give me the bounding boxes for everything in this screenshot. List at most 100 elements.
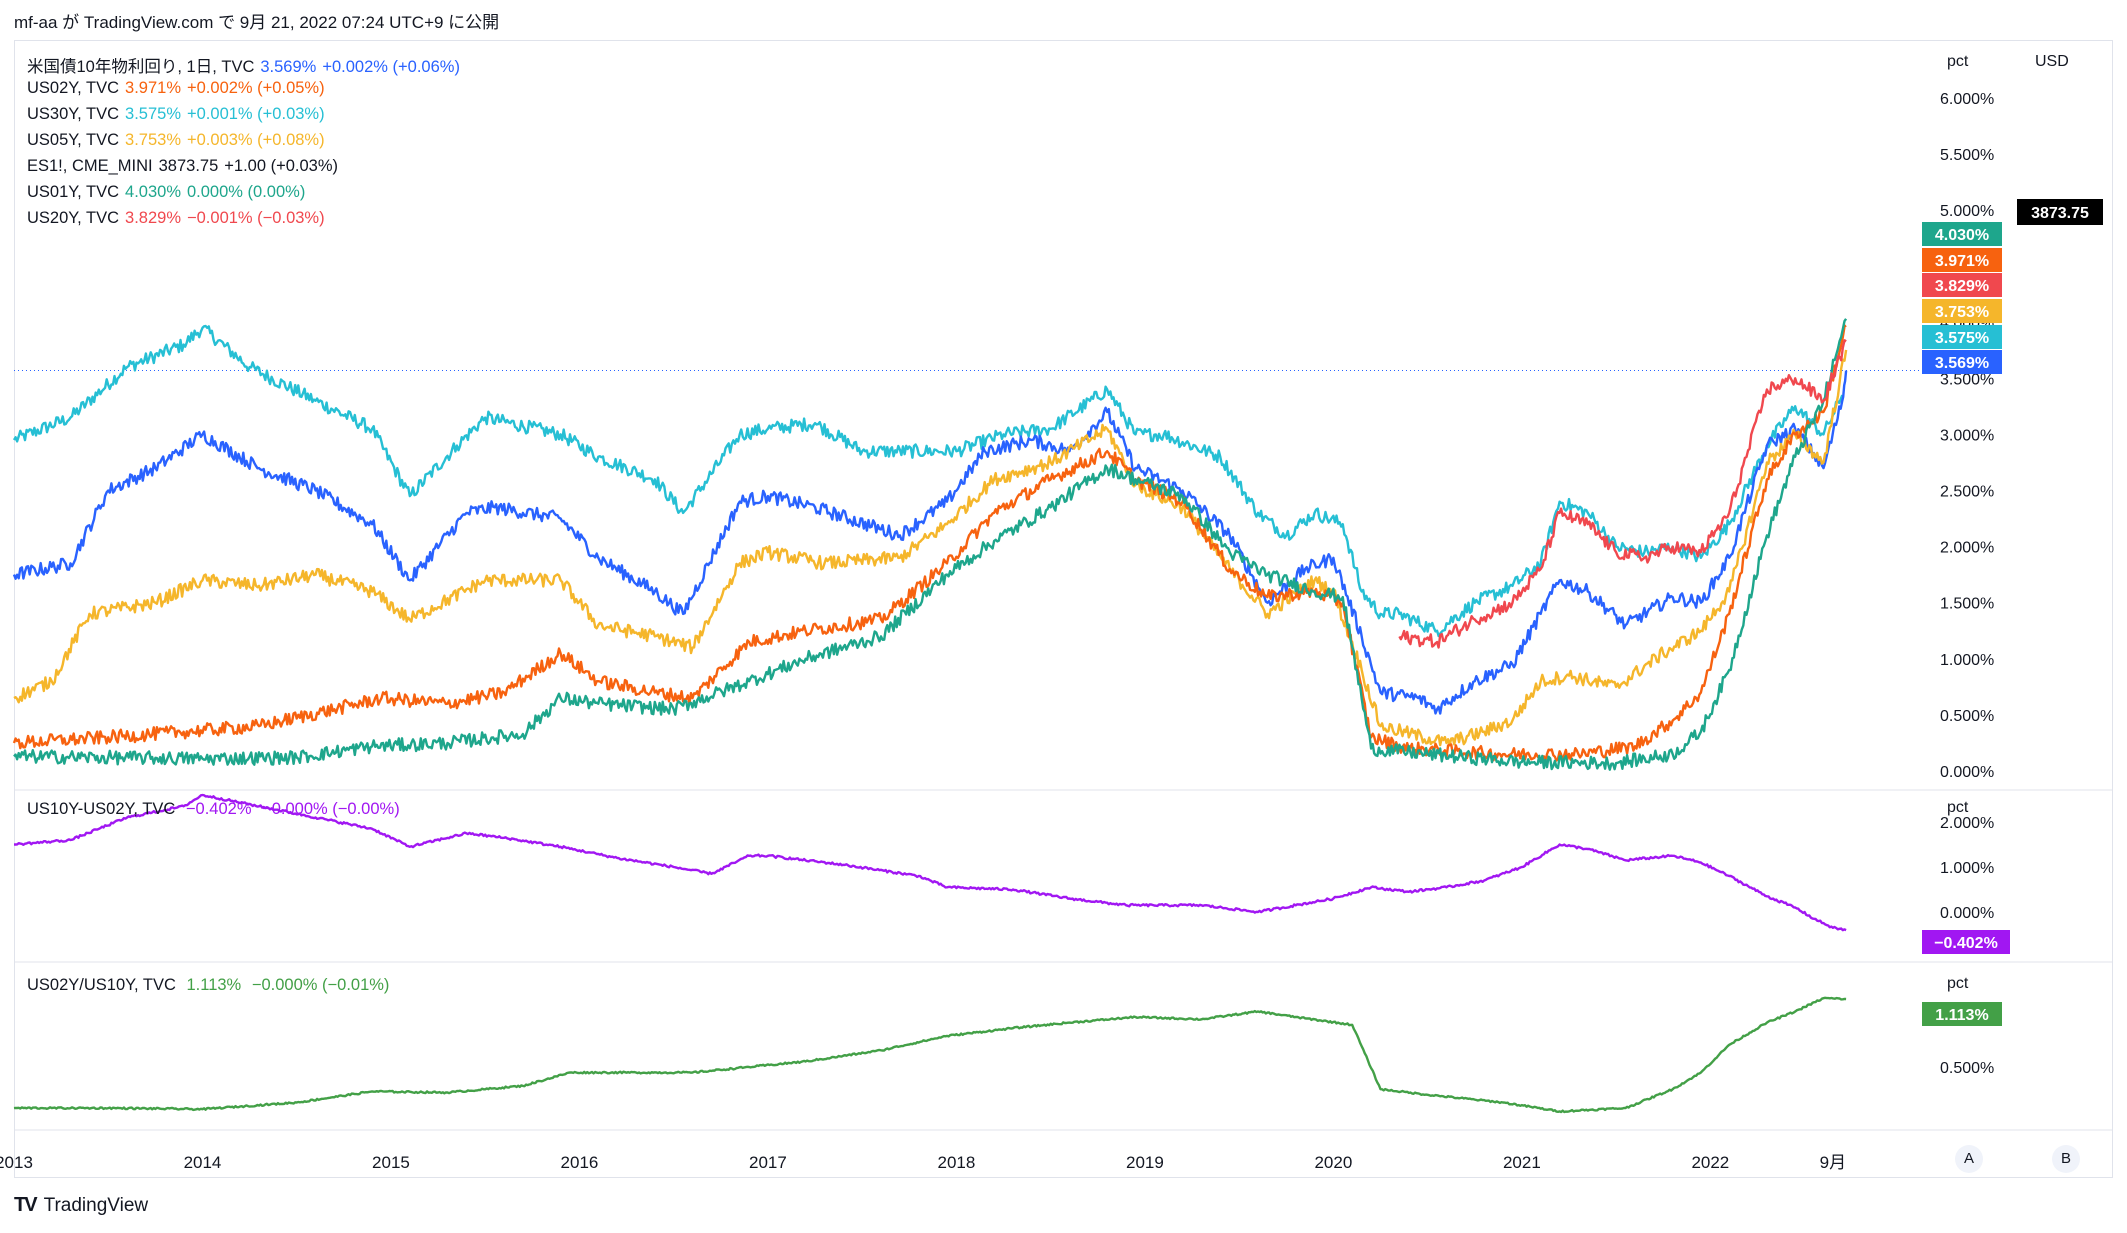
price-label-us30y[interactable]: 3.575% xyxy=(1922,325,2002,349)
series-line-us02y-us10y[interactable] xyxy=(13,996,1847,1114)
spread-tick-label: 0.000% xyxy=(1940,905,1994,922)
spread-tick-label: 2.000% xyxy=(1940,815,1994,832)
pct-tick-label: 1.500% xyxy=(1940,596,1994,613)
pct-tick-label: 0.000% xyxy=(1940,764,1994,781)
usd-axis-title: USD xyxy=(2035,53,2069,70)
legend-row-change: −0.001% (−0.03%) xyxy=(187,209,325,227)
series-line-us30y[interactable] xyxy=(12,324,1844,638)
series-line-us02y[interactable] xyxy=(12,324,1847,763)
legend-ratio-name: US02Y/US10Y, TVC xyxy=(27,976,176,994)
legend-ratio-value: 1.113% xyxy=(186,976,242,994)
publish-header: mf-aa が TradingView.com で 9月 21, 2022 07… xyxy=(14,13,500,32)
series-layer xyxy=(12,318,1848,1114)
pct-tick-label: 5.000% xyxy=(1940,203,1994,220)
legend-row-value: 3873.75 xyxy=(158,157,219,175)
svg-text:4.030%: 4.030% xyxy=(1935,227,1989,244)
pct-tick-label: 1.000% xyxy=(1940,652,1994,669)
legend-row[interactable]: US20Y, TVC 3.829% −0.001% (−0.03%) xyxy=(27,209,331,228)
series-line-us10y[interactable] xyxy=(12,370,1848,715)
svg-text:3873.75: 3873.75 xyxy=(2031,205,2089,222)
chart-frame xyxy=(14,40,2113,1178)
legend-spread-value: −0.402% xyxy=(185,800,252,818)
x-tick-label: 2022 xyxy=(1691,1153,1729,1172)
x-tick-label: 2019 xyxy=(1126,1153,1164,1172)
legend-row-name: US05Y, TVC xyxy=(27,131,120,149)
legend-row-value: 3.575% xyxy=(125,105,181,123)
legend-ratio-change: −0.000% (−0.01%) xyxy=(251,976,390,994)
legend-row[interactable]: 米国債10年物利回り, 1日, TVC 3.569% +0.002% (+0.06%… xyxy=(27,53,466,77)
grid-layer xyxy=(14,370,2113,1131)
legend-row-value: 3.569% xyxy=(260,58,317,76)
x-tick-label: 2018 xyxy=(938,1153,976,1172)
tradingview-logo-icon: TV xyxy=(14,1194,38,1216)
x-tick-label: 2017 xyxy=(749,1153,787,1172)
pct-tick-label: 0.500% xyxy=(1940,708,1994,725)
legend-row[interactable]: US30Y, TVC 3.575% +0.001% (+0.03%) xyxy=(27,105,331,124)
x-tick-label: 2013 xyxy=(0,1153,33,1172)
pct-tick-label: 5.500% xyxy=(1940,147,1994,164)
scale-b-button[interactable]: B xyxy=(2052,1145,2080,1173)
legend-row-value: 3.971% xyxy=(125,79,181,97)
legend-row-name: ES1!, CME_MINI xyxy=(27,157,153,175)
x-tick-label: 2016 xyxy=(561,1153,599,1172)
footer: TV TradingView xyxy=(14,1194,148,1217)
legend-row-value: 3.753% xyxy=(125,131,181,149)
pct-tick-label: 3.500% xyxy=(1940,371,1994,388)
legend-row-name: 米国債10年物利回り, 1日, TVC xyxy=(27,58,255,76)
legend-row-change: 0.000% (0.00%) xyxy=(187,183,306,201)
legend-row-name: US20Y, TVC xyxy=(27,209,120,227)
series-line-us10y-us02y[interactable] xyxy=(14,793,1847,932)
legend-row[interactable]: US02Y, TVC 3.971% +0.002% (+0.05%) xyxy=(27,79,331,98)
x-tick-label: 2020 xyxy=(1314,1153,1352,1172)
legend-row[interactable]: US01Y, TVC 4.030% 0.000% (0.00%) xyxy=(27,183,311,202)
pct-tick-label: 6.000% xyxy=(1940,91,1994,108)
price-label-ratio[interactable]: 1.113% xyxy=(1922,1002,2002,1026)
legend-row-name: US01Y, TVC xyxy=(27,183,120,201)
price-label-us10y[interactable]: 3.569% xyxy=(1922,350,2002,374)
legend-ratio: US02Y/US10Y, TVC 1.113% −0.000% (−0.01%) xyxy=(27,976,395,995)
pct-tick-label: 2.500% xyxy=(1940,484,1994,501)
footer-brand[interactable]: TradingView xyxy=(43,1194,149,1216)
pct-axis-title: pct xyxy=(1947,53,1969,70)
svg-text:3.569%: 3.569% xyxy=(1935,355,1989,372)
legend-spread-name: US10Y-US02Y, TVC xyxy=(27,800,176,818)
legend-spread-change: −0.000% (−0.00%) xyxy=(262,800,400,818)
series-line-us20y[interactable] xyxy=(1398,339,1847,649)
x-tick-label: 9月 xyxy=(1820,1153,1846,1172)
x-tick-label: 2014 xyxy=(184,1153,222,1172)
legend-row-change: +0.002% (+0.06%) xyxy=(322,58,460,76)
legend-row-change: +0.002% (+0.05%) xyxy=(187,79,325,97)
legend-row-value: 3.829% xyxy=(125,209,181,227)
legend-row[interactable]: US05Y, TVC 3.753% +0.003% (+0.08%) xyxy=(27,131,331,150)
svg-text:3.753%: 3.753% xyxy=(1935,304,1989,321)
price-label-spread[interactable]: −0.402% xyxy=(1922,930,2010,954)
svg-text:−0.402%: −0.402% xyxy=(1934,935,1998,952)
price-label-es1[interactable]: 3873.75 xyxy=(2017,199,2103,225)
pct-tick-label: 2.000% xyxy=(1940,540,1994,557)
series-line-us01y[interactable] xyxy=(13,318,1848,771)
x-tick-label: 2021 xyxy=(1503,1153,1541,1172)
legend-spread: US10Y-US02Y, TVC −0.402% −0.000% (−0.00%… xyxy=(27,800,406,819)
ratio-axis-title: pct xyxy=(1947,975,1969,992)
svg-text:1.113%: 1.113% xyxy=(1935,1007,1988,1024)
price-label-us02y[interactable]: 3.971% xyxy=(1922,248,2002,272)
price-label-us20y[interactable]: 3.829% xyxy=(1922,273,2002,297)
spread-tick-label: 1.000% xyxy=(1940,860,1994,877)
legend-row-name: US02Y, TVC xyxy=(27,79,120,97)
svg-text:3.829%: 3.829% xyxy=(1935,278,1989,295)
legend-row[interactable]: ES1!, CME_MINI 3873.75 +1.00 (+0.03%) xyxy=(27,157,344,176)
svg-text:3.575%: 3.575% xyxy=(1935,330,1989,347)
legend-row-name: US30Y, TVC xyxy=(27,105,120,123)
auto-scale-button[interactable]: A xyxy=(1955,1145,1983,1173)
legend-row-change: +0.003% (+0.08%) xyxy=(187,131,325,149)
series-line-us05y[interactable] xyxy=(13,349,1848,747)
legend-row-change: +0.001% (+0.03%) xyxy=(187,105,325,123)
svg-text:3.971%: 3.971% xyxy=(1935,253,1989,270)
legend-row-value: 4.030% xyxy=(125,183,181,201)
legend-row-change: +1.00 (+0.03%) xyxy=(224,157,339,175)
spread-axis-title: pct xyxy=(1947,799,1969,816)
pct-tick-label: 3.000% xyxy=(1940,427,1994,444)
price-label-us05y[interactable]: 3.753% xyxy=(1922,299,2002,323)
price-label-us01y[interactable]: 4.030% xyxy=(1922,222,2002,246)
